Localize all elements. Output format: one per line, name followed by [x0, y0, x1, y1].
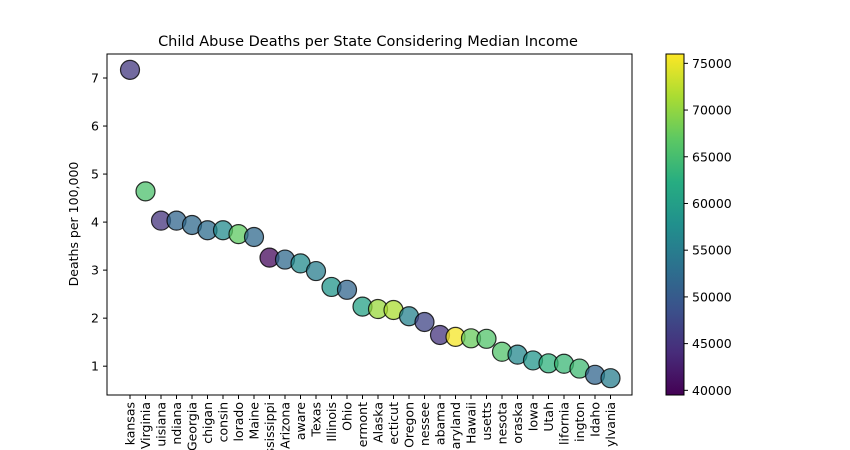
colorbar [665, 53, 685, 396]
colorbar-tick-label: 70000 [692, 103, 732, 118]
x-tick-label: kansas [123, 402, 138, 445]
colorbar-tick-label: 45000 [692, 336, 732, 351]
y-tick-label: 5 [91, 167, 99, 182]
x-tick-label: Maine [247, 402, 262, 440]
y-axis: 1 2 3 4 5 6 7 [91, 71, 107, 374]
x-tick-label: Illinois [324, 402, 339, 442]
x-tick-label: Iowa [526, 402, 541, 431]
chart-title: Child Abuse Deaths per State Considering… [158, 34, 578, 50]
x-tick-label: ylvania [603, 402, 618, 447]
x-tick-label: chigan [200, 402, 215, 444]
colorbar-tick-label: 60000 [692, 196, 732, 211]
data-point [119, 59, 141, 80]
x-tick-label: usetts [479, 402, 494, 440]
x-tick-label: Hawaii [464, 402, 479, 444]
x-tick-label: lifornia [557, 402, 572, 445]
x-tick-label: Texas [309, 402, 324, 438]
x-tick-label: Idaho [588, 402, 603, 437]
plot-frame [106, 53, 633, 396]
x-tick-label: lorado [231, 402, 246, 442]
x-tick-label: nesota [495, 402, 510, 444]
scatter-points [119, 59, 621, 389]
x-axis: kansas Virginia uisiana ndiana Georgia chigan… [123, 395, 618, 450]
colorbar-axis: 40000 45000 50000 55000 60000 65000 70000 75000 [684, 56, 732, 398]
x-tick-label: ecticut [386, 402, 401, 445]
y-tick-label: 6 [91, 119, 99, 134]
x-tick-label: Utah [541, 402, 556, 432]
data-point [414, 311, 435, 333]
colorbar-tick-label: 40000 [692, 383, 732, 398]
data-point [476, 328, 497, 349]
x-tick-label: Oregon [402, 402, 417, 448]
x-tick-label: oraska [510, 402, 525, 444]
x-tick-label: Arizona [278, 402, 293, 449]
data-point [305, 260, 327, 282]
x-tick-label: abama [433, 402, 448, 445]
y-tick-label: 3 [91, 263, 99, 278]
y-tick-label: 1 [91, 359, 99, 374]
colorbar-tick-label: 55000 [692, 243, 732, 258]
y-tick-label: 2 [91, 311, 99, 326]
x-tick-label: nessee [417, 402, 432, 446]
x-tick-label: Virginia [138, 402, 153, 449]
colorbar-tick-label: 50000 [692, 289, 732, 304]
data-point [336, 279, 358, 300]
x-tick-label: consin [216, 402, 231, 442]
x-tick-label: ssissippi [262, 402, 277, 450]
y-tick-label: 7 [91, 71, 99, 86]
data-point [135, 181, 156, 202]
colorbar-tick-label: 65000 [692, 149, 732, 164]
data-point [243, 226, 265, 248]
x-tick-label: Ohio [340, 402, 355, 431]
x-tick-label: Georgia [185, 402, 200, 450]
x-tick-label: uisiana [154, 402, 169, 447]
x-tick-label: aryland [448, 402, 463, 449]
x-tick-label: Alaska [371, 402, 386, 443]
y-tick-label: 4 [91, 215, 99, 230]
x-tick-label: ndiana [169, 402, 184, 445]
data-point [600, 368, 621, 389]
x-tick-label: aware [293, 402, 308, 440]
x-tick-label: ermont [355, 402, 370, 447]
colorbar-tick-label: 75000 [692, 56, 732, 71]
y-axis-label: Deaths per 100,000 [66, 162, 81, 287]
x-tick-label: ington [572, 402, 587, 442]
